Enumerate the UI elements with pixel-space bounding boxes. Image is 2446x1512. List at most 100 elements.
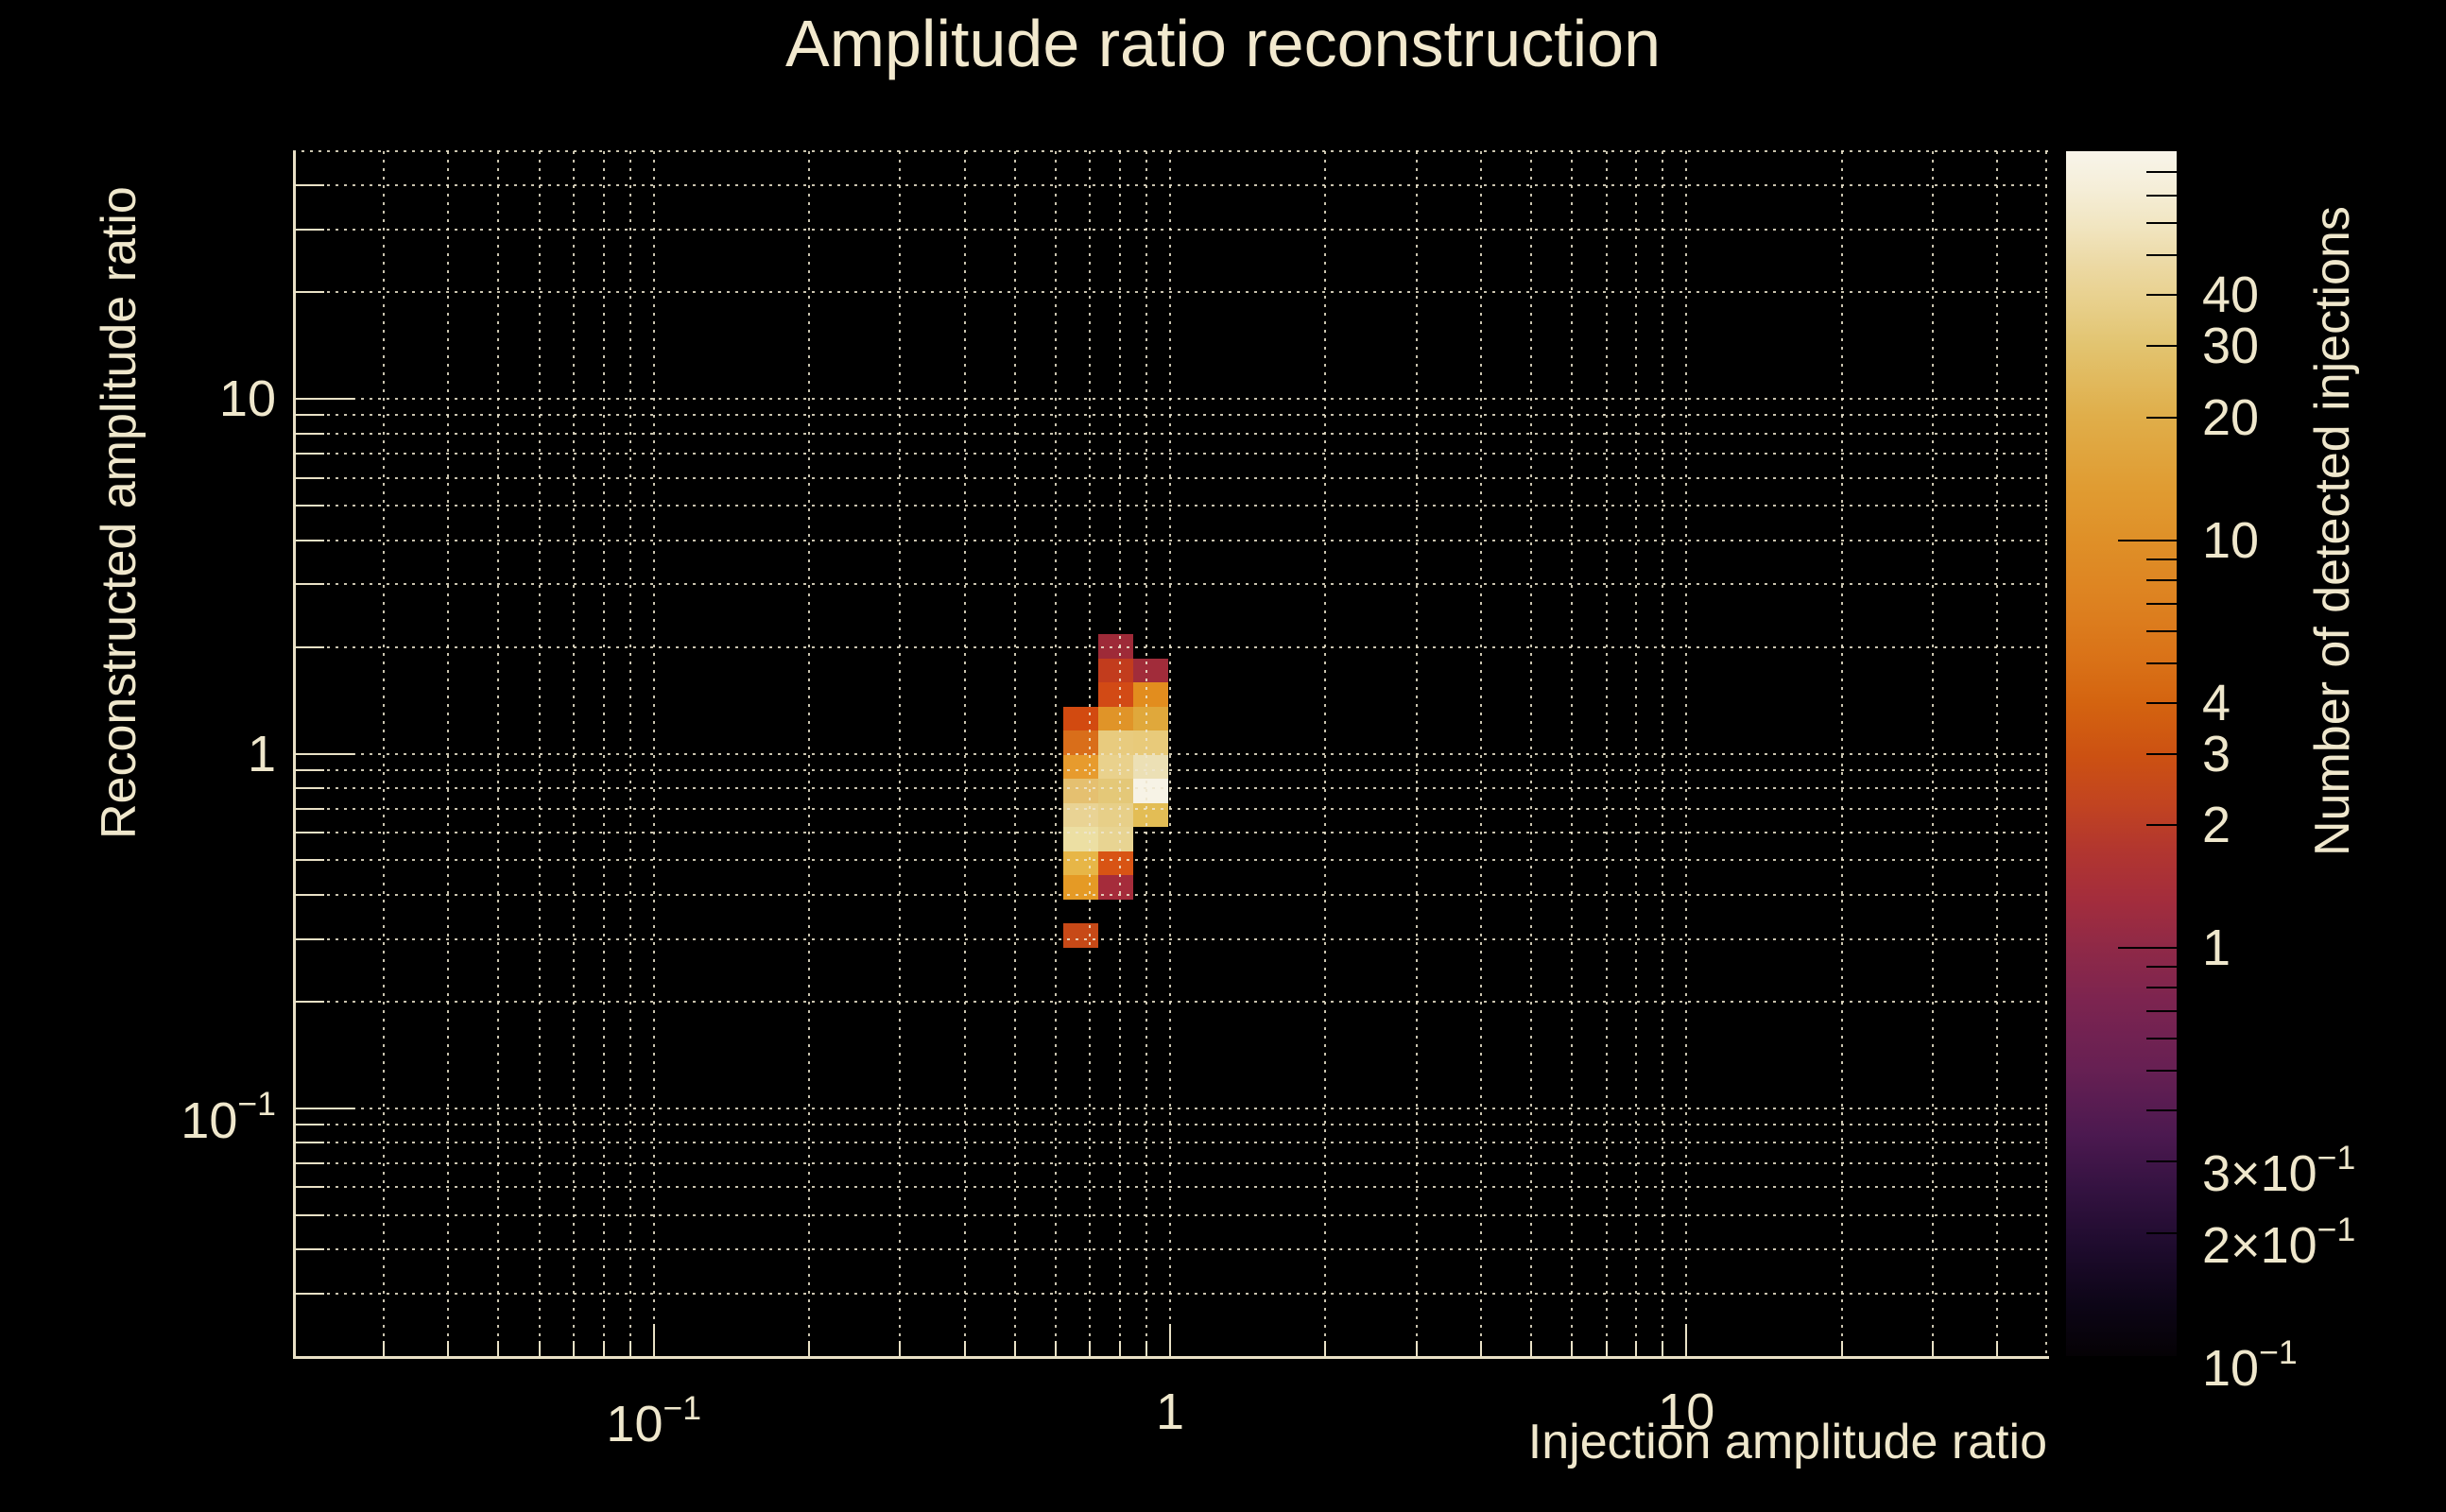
gridline-y <box>293 831 2047 833</box>
gridline-y <box>293 1000 2047 1003</box>
colorbar-tick <box>2146 221 2177 224</box>
heatmap-cell <box>1062 827 1099 851</box>
y-tick <box>296 539 324 541</box>
colorbar-tick <box>2146 1232 2177 1235</box>
y-tick <box>296 893 324 896</box>
y-tick <box>296 859 324 862</box>
frame-top-edge <box>293 150 2049 152</box>
x-tick <box>383 1341 386 1356</box>
gridline-y <box>293 1107 2047 1109</box>
gridline-y <box>293 505 2047 507</box>
x-tick <box>899 1341 902 1356</box>
chart-title: Amplitude ratio reconstruction <box>785 7 1661 80</box>
x-tick <box>1635 1341 1638 1356</box>
x-tick <box>447 1341 450 1356</box>
x-tick <box>1529 1341 1532 1356</box>
heatmap-cell <box>1062 850 1099 876</box>
z-tick-label: 3×10−1 <box>2202 1138 2356 1203</box>
heatmap-cell <box>1062 730 1099 755</box>
gridline-y <box>293 476 2047 479</box>
x-tick <box>1931 1341 1934 1356</box>
heatmap-cell <box>1062 875 1099 900</box>
frame-left-edge <box>293 151 296 1359</box>
x-tick <box>963 1341 966 1356</box>
x-tick-label: 10 <box>1658 1383 1715 1440</box>
heatmap-cell <box>1062 923 1099 948</box>
colorbar-tick <box>2146 629 2177 632</box>
x-tick <box>1571 1341 1574 1356</box>
x-tick <box>1996 1341 1999 1356</box>
gridline-y <box>293 453 2047 455</box>
gridline-y <box>293 1292 2047 1295</box>
heatmap-cell <box>1098 706 1134 731</box>
gridline-y <box>293 583 2047 586</box>
x-tick-label: 10−1 <box>606 1388 702 1452</box>
colorbar-tick <box>2146 662 2177 664</box>
y-tick <box>296 1248 324 1251</box>
y-tick-label: 10 <box>218 370 276 428</box>
y-tick <box>296 1292 324 1295</box>
x-tick-label: 1 <box>1155 1383 1185 1440</box>
heatmap-cell <box>1098 730 1134 755</box>
y-tick <box>296 645 324 648</box>
gridline-y <box>293 291 2047 294</box>
colorbar-tick <box>2146 558 2177 560</box>
y-tick <box>296 414 324 417</box>
x-tick <box>602 1341 605 1356</box>
gridline-y <box>293 1123 2047 1125</box>
colorbar-tick <box>2146 966 2177 969</box>
colorbar-tick <box>2146 1038 2177 1040</box>
x-tick <box>497 1341 500 1356</box>
gridline-y <box>293 1185 2047 1188</box>
x-tick <box>1840 1341 1843 1356</box>
y-tick <box>296 453 324 455</box>
heatmap-cell <box>1062 779 1099 803</box>
heatmap-cell <box>1098 850 1134 876</box>
gridline-y <box>293 398 2047 401</box>
gridline-y <box>293 432 2047 435</box>
colorbar-tick <box>2146 752 2177 755</box>
y-tick <box>296 184 324 187</box>
heatmap-cell <box>1133 658 1169 683</box>
heatmap-cell <box>1098 802 1134 828</box>
z-tick-label: 30 <box>2202 317 2260 374</box>
colorbar-tick <box>2146 602 2177 605</box>
heatmap-cell <box>1133 754 1169 780</box>
gridline-y <box>293 539 2047 541</box>
y-tick <box>296 1107 354 1109</box>
colorbar-tick <box>2146 1109 2177 1112</box>
gridline-y <box>293 229 2047 232</box>
x-tick <box>1605 1341 1608 1356</box>
heatmap-cell <box>1098 754 1134 780</box>
z-tick-label: 10 <box>2202 511 2260 569</box>
x-tick <box>1119 1341 1122 1356</box>
z-tick-label: 3 <box>2202 725 2231 782</box>
colorbar-tick <box>2146 254 2177 257</box>
x-tick <box>808 1341 811 1356</box>
z-tick-label: 40 <box>2202 266 2260 323</box>
colorbar-tick <box>2118 539 2177 541</box>
y-tick <box>296 229 324 232</box>
y-tick <box>296 1123 324 1125</box>
heatmap-cell <box>1062 706 1099 731</box>
y-tick <box>296 291 324 294</box>
x-tick <box>629 1341 631 1356</box>
gridline-y <box>293 1213 2047 1216</box>
z-tick-label: 20 <box>2202 388 2260 446</box>
x-tick <box>1662 1341 1664 1356</box>
gridline-y <box>293 893 2047 896</box>
gridline-y <box>293 1142 2047 1144</box>
x-tick <box>1415 1341 1418 1356</box>
heatmap-cell <box>1098 658 1134 683</box>
y-tick <box>296 1185 324 1188</box>
y-tick <box>296 831 324 833</box>
gridline-y <box>293 1248 2047 1251</box>
y-tick-label: 10−1 <box>181 1085 276 1149</box>
y-tick <box>296 476 324 479</box>
x-tick <box>1013 1341 1016 1356</box>
gridline-y <box>293 1161 2047 1164</box>
x-tick <box>1089 1341 1092 1356</box>
colorbar-tick <box>2146 987 2177 989</box>
y-tick <box>296 1213 324 1216</box>
